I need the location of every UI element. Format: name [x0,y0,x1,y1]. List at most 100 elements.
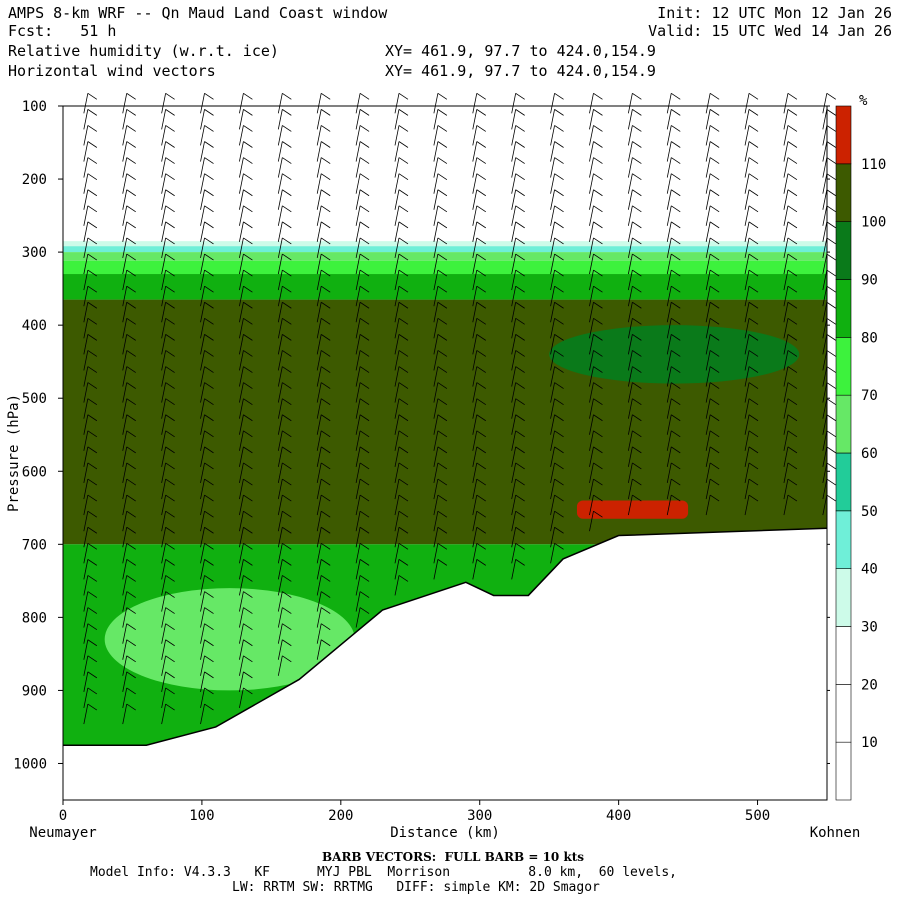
wind-barb-staff [394,205,400,226]
wind-barb-flag [632,109,642,116]
wind-barb-flag [787,189,798,197]
wind-barb-flag [593,382,603,389]
wind-barb-staff [277,141,283,162]
wind-barb-staff [277,527,283,548]
wind-barb-staff [200,543,205,564]
wind-barb-flag [632,334,642,341]
wind-barb-staff [822,125,828,146]
wind-barb-flag [87,285,98,293]
wind-barb-staff [394,286,400,307]
wind-barb-staff [783,382,789,403]
wind-barb-flag [709,173,720,180]
wind-barb-staff [83,157,89,178]
wind-barb-staff [122,607,128,628]
wind-barb-staff [511,237,517,259]
wind-barb-staff [394,543,400,564]
wind-barb-flag [204,703,214,711]
wind-barb-flag [554,173,564,180]
wind-barb-staff [783,350,789,371]
wind-barb-staff [472,495,478,516]
x-tick-label: 400 [606,808,631,824]
wind-barb-staff [355,270,361,291]
wind-barb-staff [239,655,244,676]
wind-barb-flag [554,382,564,389]
wind-barb-staff [355,591,361,612]
wind-barb-flag [515,253,525,261]
wind-barb-staff [472,446,478,467]
wind-barb-flag [87,237,98,245]
wind-barb-flag [554,125,564,132]
wind-barb-staff [161,495,167,516]
wind-barb-staff [83,462,89,484]
wind-barb-flag [320,559,331,566]
wind-barb-staff [666,237,672,259]
wind-barb-staff [161,270,167,291]
wind-barb-staff [589,189,594,210]
wind-barb-staff [161,237,167,259]
wind-barb-staff [239,334,244,355]
wind-barb-staff [822,398,828,419]
wind-barb-flag [320,430,331,438]
x-start-label: Neumayer [29,825,96,841]
wind-barb-staff [239,253,244,275]
wind-barb-flag [826,285,837,293]
wind-barb-staff [239,398,244,419]
wind-barb-staff [239,430,244,451]
wind-barb-flag [126,285,136,293]
wind-barb-flag [243,526,253,534]
wind-barb-flag [787,221,798,229]
wind-barb-flag [515,334,525,341]
wind-barb-staff [316,559,322,580]
wind-barb-flag [437,366,448,373]
wind-barb-flag [165,607,175,614]
wind-barb-staff [394,495,400,516]
wind-barb-flag [165,350,175,357]
wind-barb-staff [394,398,400,419]
wind-barb-staff [239,382,244,403]
wind-barb-flag [709,414,720,422]
wind-barb-flag [515,446,525,454]
wind-barb-flag [476,189,487,197]
wind-barb-flag [204,221,214,229]
wind-barb-staff [666,270,672,291]
wind-barb-flag [787,382,798,389]
wind-barb-staff [239,671,244,692]
wind-barb-flag [476,253,487,261]
wind-barb-flag [632,253,642,261]
wind-barb-flag [204,655,214,663]
wind-barb-staff [433,382,439,403]
wind-barb-flag [709,269,720,277]
wind-barb-staff [239,366,244,387]
wind-barb-flag [243,510,253,518]
wind-barb-flag [359,221,370,229]
wind-barb-staff [200,511,205,532]
wind-barb-staff [472,366,478,387]
wind-barb-staff [433,543,439,564]
wind-barb-staff [433,350,439,371]
wind-barb-flag [398,221,409,229]
wind-barb-flag [126,575,136,582]
wind-barb-staff [822,350,828,371]
wind-barb-flag [243,334,253,341]
wind-barb-flag [671,253,681,261]
wind-barb-flag [826,350,837,357]
wind-barb-flag [359,510,370,518]
wind-barb-staff [433,221,439,242]
wind-barb-flag [87,591,98,598]
wind-barb-flag [320,591,331,598]
wind-barb-flag [437,334,448,341]
wind-barb-flag [748,494,759,502]
wind-barb-staff [239,495,244,516]
wind-barb-flag [787,462,798,470]
wind-barb-flag [87,510,98,518]
wind-barb-flag [87,623,98,631]
wind-barb-staff [511,125,517,146]
wind-barb-staff [666,462,672,484]
wind-barb-staff [277,655,283,676]
wind-barb-flag [515,350,525,357]
wind-barb-staff [200,221,205,242]
wind-barb-flag [476,494,487,502]
wind-barb-staff [589,495,594,516]
wind-barb-flag [593,221,603,229]
wind-barb-flag [826,478,837,486]
